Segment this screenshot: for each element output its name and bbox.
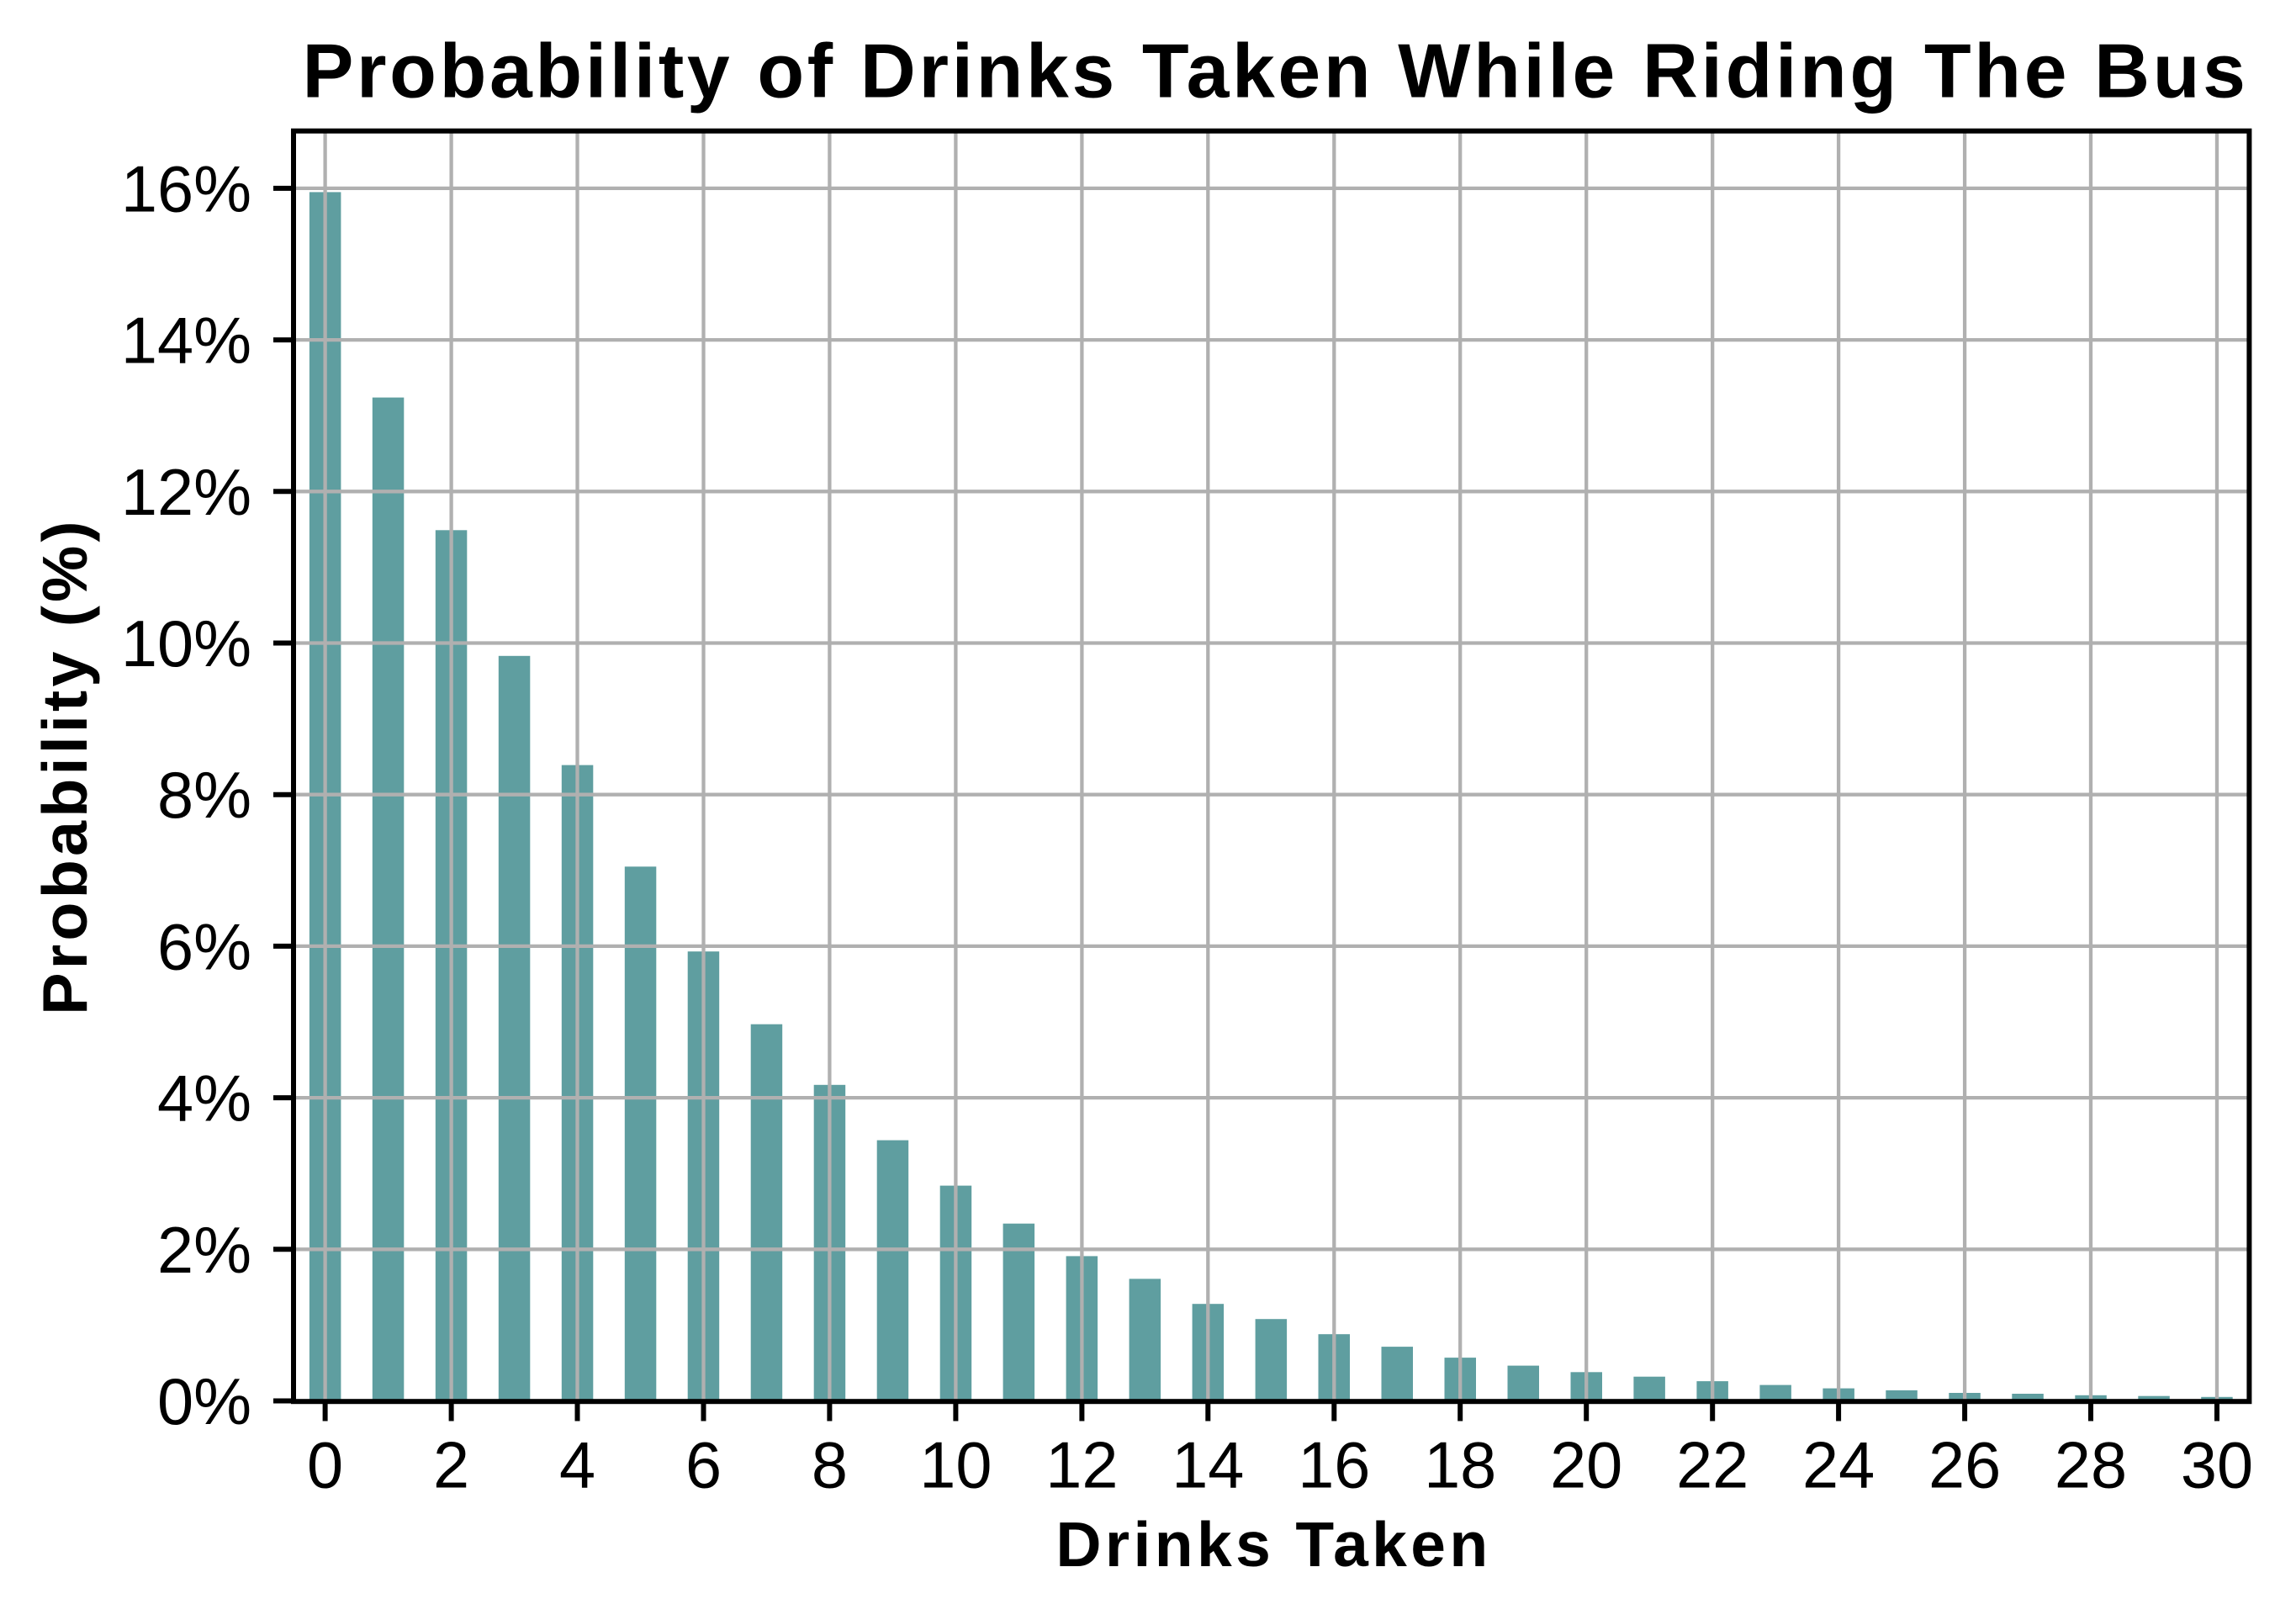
svg-text:0: 0 [307, 1429, 343, 1501]
svg-text:12%: 12% [121, 457, 251, 529]
svg-text:6: 6 [685, 1429, 722, 1501]
svg-text:18: 18 [1424, 1429, 1496, 1501]
svg-text:4: 4 [559, 1429, 595, 1501]
svg-text:8%: 8% [157, 760, 251, 832]
svg-text:6%: 6% [157, 911, 251, 983]
svg-text:30: 30 [2181, 1429, 2253, 1501]
svg-text:24: 24 [1802, 1429, 1875, 1501]
svg-text:Probability (%): Probability (%) [29, 517, 100, 1015]
svg-text:Probability of Drinks Taken Wh: Probability of Drinks Taken While Riding… [302, 28, 2248, 114]
svg-text:28: 28 [2055, 1429, 2127, 1501]
svg-text:Drinks Taken: Drinks Taken [1055, 1509, 1491, 1580]
svg-text:8: 8 [812, 1429, 848, 1501]
svg-text:22: 22 [1676, 1429, 1748, 1501]
svg-text:12: 12 [1045, 1429, 1118, 1501]
svg-text:14: 14 [1172, 1429, 1244, 1501]
svg-text:4%: 4% [157, 1063, 251, 1136]
svg-text:20: 20 [1550, 1429, 1622, 1501]
svg-text:10%: 10% [121, 608, 251, 680]
svg-text:2: 2 [433, 1429, 469, 1501]
svg-text:2%: 2% [157, 1215, 251, 1287]
svg-text:10: 10 [919, 1429, 992, 1501]
svg-text:14%: 14% [121, 305, 251, 378]
svg-text:16: 16 [1298, 1429, 1370, 1501]
svg-text:16%: 16% [121, 153, 251, 225]
svg-text:0%: 0% [157, 1366, 251, 1438]
svg-text:26: 26 [1928, 1429, 2001, 1501]
